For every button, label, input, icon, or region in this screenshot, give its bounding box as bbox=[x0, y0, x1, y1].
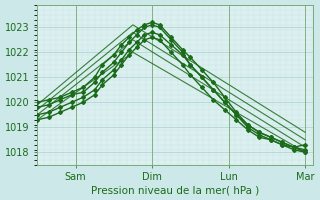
X-axis label: Pression niveau de la mer( hPa ): Pression niveau de la mer( hPa ) bbox=[91, 185, 259, 195]
